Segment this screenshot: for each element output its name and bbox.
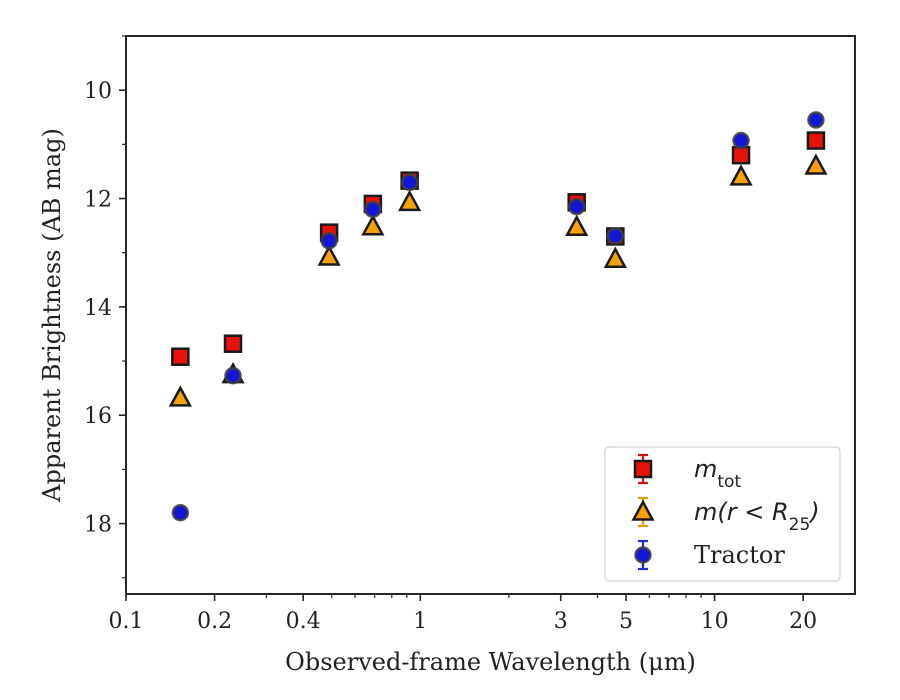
legend-marker-square bbox=[633, 459, 653, 479]
x-tick-label: 20 bbox=[789, 609, 817, 634]
legend-marker-circle bbox=[634, 546, 652, 564]
data-point-square bbox=[731, 145, 751, 165]
x-tick-label: 10 bbox=[701, 609, 729, 634]
data-point-square bbox=[806, 131, 826, 150]
data-point-circle bbox=[400, 173, 419, 192]
data-point-circle bbox=[567, 197, 586, 216]
data-point-triangle bbox=[729, 164, 753, 186]
legend-box bbox=[604, 446, 841, 582]
x-tick-label: 0.4 bbox=[286, 609, 321, 634]
data-point-circle bbox=[320, 232, 338, 250]
data-point-triangle bbox=[804, 153, 828, 175]
data-point-triangle bbox=[317, 244, 341, 266]
axes: 0.1 0.2 0.4 1 3 5 10 20 10 12 14 16 18 bbox=[84, 35, 856, 634]
y-tick-label: 12 bbox=[84, 188, 112, 213]
series-circle bbox=[171, 111, 825, 522]
y-tick-label: 14 bbox=[84, 296, 112, 321]
legend-marker-triangle bbox=[631, 499, 655, 521]
x-tick-label: 0.2 bbox=[197, 609, 232, 634]
data-point-triangle bbox=[603, 246, 627, 268]
data-point-circle bbox=[732, 131, 750, 150]
y-tick-label: 10 bbox=[84, 79, 112, 104]
data-point-circle bbox=[364, 200, 382, 219]
data-point-circle bbox=[171, 503, 190, 522]
plot-frame bbox=[125, 35, 856, 595]
y-tick-label: 16 bbox=[84, 404, 112, 429]
plot-area bbox=[168, 111, 828, 522]
legend-label: Tractor bbox=[694, 541, 785, 569]
data-point-circle bbox=[606, 227, 625, 245]
data-point-triangle bbox=[361, 214, 385, 236]
x-tick-label: 5 bbox=[619, 609, 633, 634]
data-point-triangle bbox=[168, 385, 192, 407]
data-point-circle bbox=[224, 366, 242, 385]
data-point-triangle bbox=[398, 189, 422, 212]
y-axis-label: Apparent Brightness (AB mag) bbox=[38, 128, 66, 503]
x-axis-label: Observed-frame Wavelength (μm) bbox=[285, 648, 696, 676]
x-tick-label: 0.1 bbox=[109, 609, 144, 634]
data-point-square bbox=[171, 347, 190, 366]
data-point-triangle bbox=[565, 214, 589, 236]
data-point-circle bbox=[807, 111, 825, 129]
data-point-square bbox=[223, 334, 243, 353]
y-tick-label: 18 bbox=[84, 513, 112, 538]
x-tick-label: 3 bbox=[554, 609, 568, 634]
x-tick-label: 1 bbox=[413, 609, 427, 634]
